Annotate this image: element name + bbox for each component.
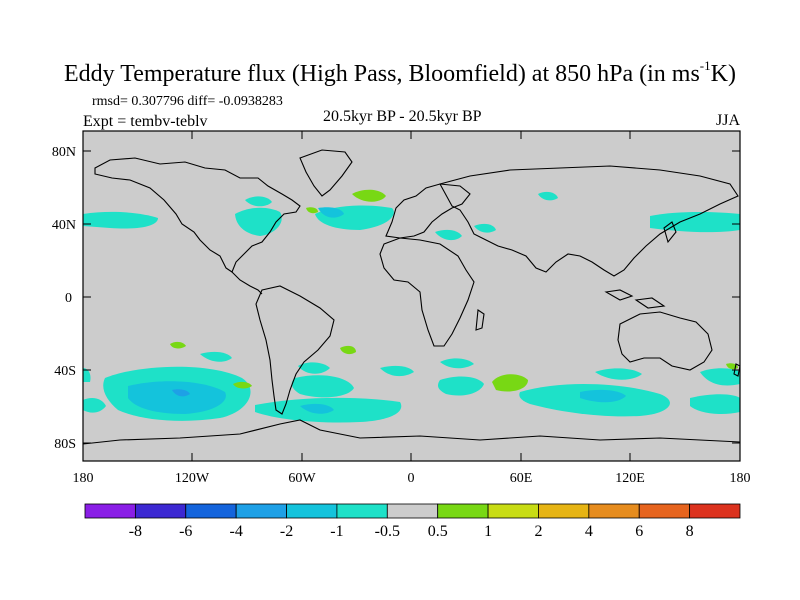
lon-label-120w: 120W	[175, 471, 210, 486]
lat-label-40s: 40S	[54, 364, 76, 379]
lon-label-60e: 60E	[510, 471, 533, 486]
lon-label-180e: 180	[730, 471, 751, 486]
axis-ticks	[82, 131, 741, 461]
colorbar-label: 6	[635, 523, 643, 540]
colorbar-swatch	[638, 503, 691, 519]
map-title: Eddy Temperature flux (High Pass, Bloomf…	[0, 58, 800, 88]
lat-label-80s: 80S	[54, 437, 76, 452]
title-main: Eddy Temperature flux (High Pass, Bloomf…	[64, 61, 700, 87]
colorbar-swatch	[235, 503, 287, 519]
colorbar-swatch	[538, 503, 590, 519]
season-label: JJA	[715, 112, 740, 129]
colorbar-swatch	[437, 503, 489, 519]
colorbar-swatch	[84, 503, 136, 519]
colorbar-label: -8	[129, 523, 142, 540]
lat-label-0: 0	[65, 291, 72, 306]
colorbar-label: -0.5	[375, 523, 400, 540]
colorbar-label: -6	[179, 523, 192, 540]
lon-label-180w: 180	[73, 471, 94, 486]
experiment-label: Expt = tembv-teblv	[83, 113, 208, 130]
coastline-outline	[83, 149, 740, 445]
colorbar-swatch	[336, 503, 388, 519]
title-unit-end: K)	[710, 61, 736, 87]
colorbar-swatch	[588, 503, 640, 519]
colorbar: -8 -6 -4 -2 -1 -0.5 0.5 1 2 4 6 8	[84, 503, 741, 540]
lat-label-40n: 40N	[52, 218, 76, 233]
colorbar-label: -4	[229, 523, 242, 540]
lon-label-0: 0	[408, 471, 415, 486]
lon-label-120e: 120E	[615, 471, 645, 486]
colorbar-label: -2	[280, 523, 293, 540]
colorbar-swatch	[386, 503, 439, 519]
colorbar-label: 4	[585, 523, 593, 540]
colorbar-swatch	[286, 503, 338, 519]
contour-negative-strong	[172, 389, 190, 397]
colorbar-label: 1	[484, 523, 492, 540]
colorbar-label: 0.5	[428, 523, 448, 540]
colorbar-label: 8	[686, 523, 694, 540]
colorbar-swatch	[487, 503, 539, 519]
rmsd-diff-label: rmsd= 0.307796 diff= -0.0938283	[92, 94, 283, 109]
title-exponent: -1	[699, 58, 711, 73]
lat-label-80n: 80N	[52, 145, 76, 160]
period-subtitle: 20.5kyr BP - 20.5kyr BP	[323, 108, 482, 125]
colorbar-swatch	[689, 503, 741, 519]
colorbar-label: -1	[330, 523, 343, 540]
contour-positive	[170, 189, 738, 392]
colorbar-swatch	[185, 503, 237, 519]
contour-negative-medium	[128, 207, 626, 414]
colorbar-swatch	[134, 503, 187, 519]
colorbar-label: 2	[534, 523, 542, 540]
lon-label-60w: 60W	[288, 471, 316, 486]
